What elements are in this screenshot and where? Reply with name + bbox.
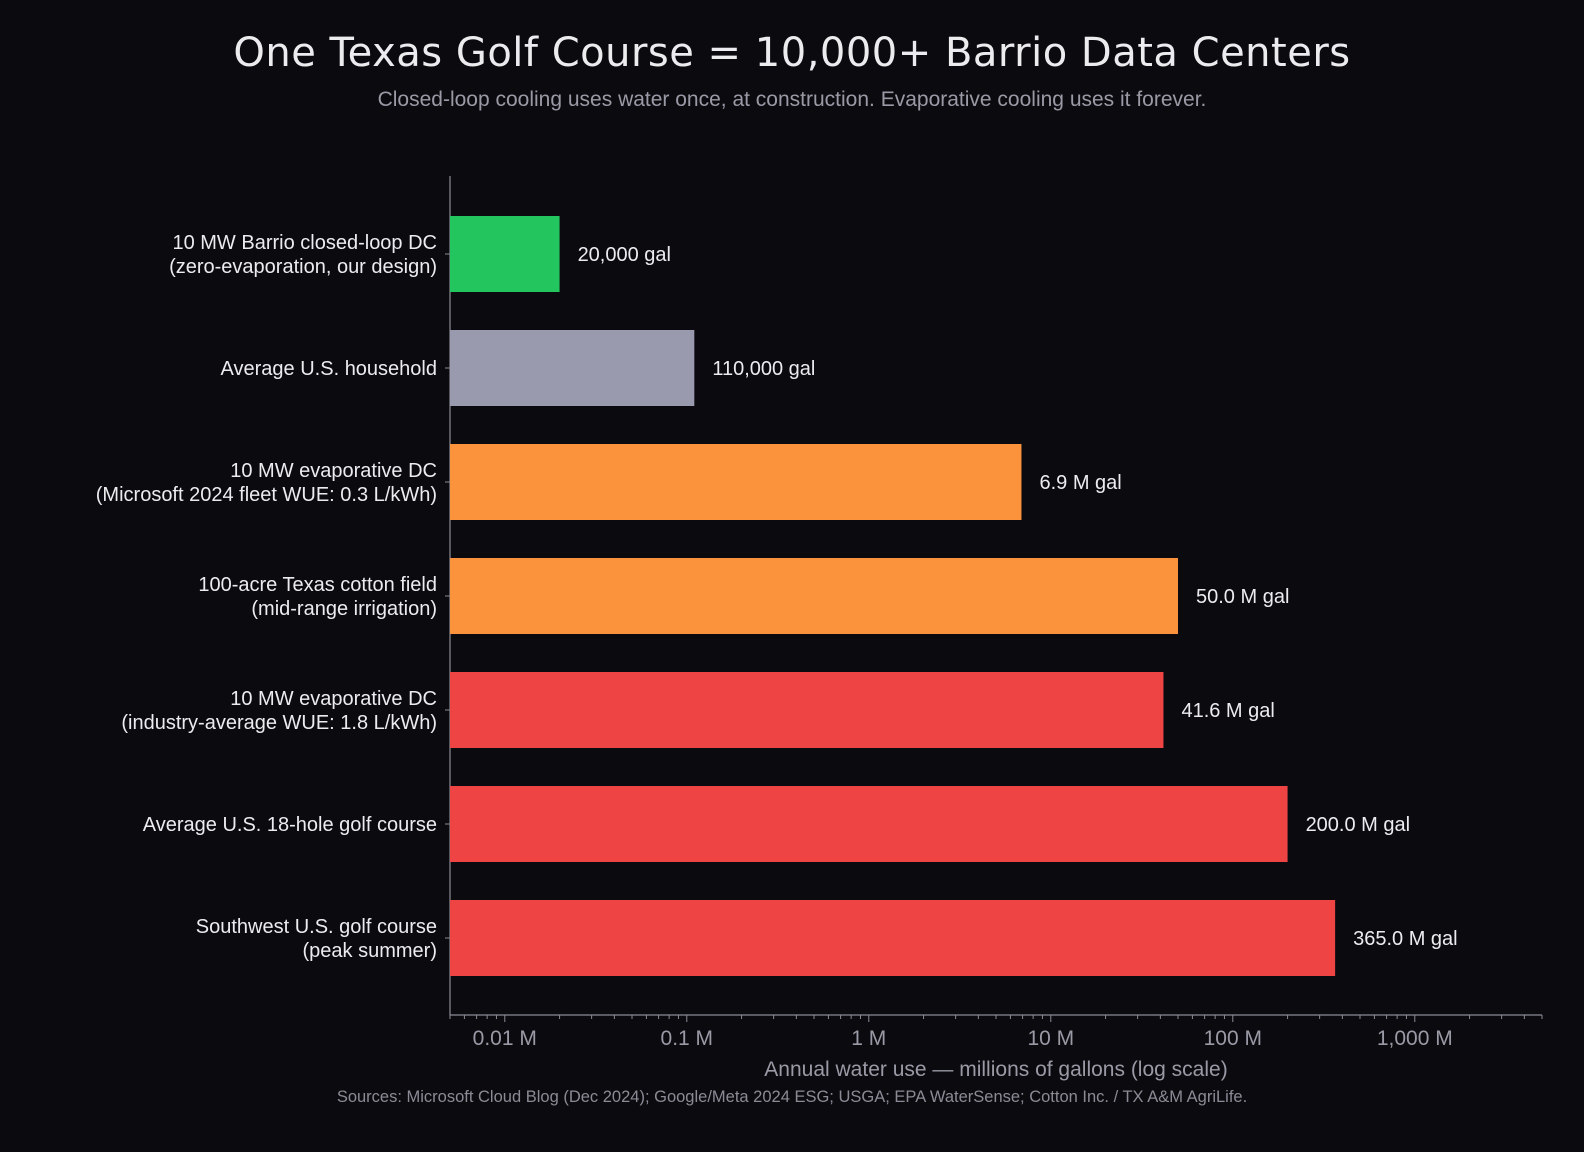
- chart-title: One Texas Golf Course = 10,000+ Barrio D…: [233, 30, 1351, 76]
- category-label: Average U.S. household: [221, 358, 437, 380]
- bar: [450, 330, 695, 406]
- x-tick-label: 10 M: [1027, 1027, 1074, 1050]
- x-axis-title: Annual water use — millions of gallons (…: [764, 1058, 1227, 1081]
- category-label: (peak summer): [303, 940, 437, 962]
- x-tick-label: 100 M: [1204, 1027, 1262, 1050]
- category-label: 10 MW evaporative DC: [230, 460, 437, 482]
- bar: [450, 216, 560, 292]
- x-tick-label: 1 M: [851, 1027, 886, 1050]
- bar-value-label: 6.9 M gal: [1039, 472, 1121, 494]
- bar-value-label: 50.0 M gal: [1196, 586, 1289, 608]
- bar: [450, 444, 1022, 520]
- x-tick-label: 1,000 M: [1377, 1027, 1453, 1050]
- bar-value-label: 110,000 gal: [712, 358, 815, 380]
- category-label: 10 MW evaporative DC: [230, 688, 437, 710]
- chart-subtitle: Closed-loop cooling uses water once, at …: [377, 88, 1207, 111]
- bar: [450, 786, 1288, 862]
- x-tick-label: 0.1 M: [661, 1027, 714, 1050]
- x-tick-label: 0.01 M: [473, 1027, 537, 1050]
- bar-value-label: 41.6 M gal: [1181, 700, 1274, 722]
- bar-value-label: 365.0 M gal: [1353, 928, 1458, 950]
- category-label: 100-acre Texas cotton field: [198, 574, 437, 596]
- bar-value-label: 20,000 gal: [578, 244, 671, 266]
- category-label: (industry-average WUE: 1.8 L/kWh): [121, 712, 437, 734]
- chart-source: Sources: Microsoft Cloud Blog (Dec 2024)…: [336, 1088, 1248, 1106]
- bar: [450, 672, 1164, 748]
- category-label: Southwest U.S. golf course: [196, 916, 437, 938]
- category-label: (zero-evaporation, our design): [169, 256, 437, 278]
- category-label: 10 MW Barrio closed-loop DC: [172, 232, 437, 254]
- category-label: (mid-range irrigation): [251, 598, 437, 620]
- bar: [450, 900, 1336, 976]
- category-label: (Microsoft 2024 fleet WUE: 0.3 L/kWh): [96, 484, 437, 506]
- bar: [450, 558, 1178, 634]
- bar-value-label: 200.0 M gal: [1306, 814, 1411, 836]
- category-label: Average U.S. 18-hole golf course: [143, 814, 437, 836]
